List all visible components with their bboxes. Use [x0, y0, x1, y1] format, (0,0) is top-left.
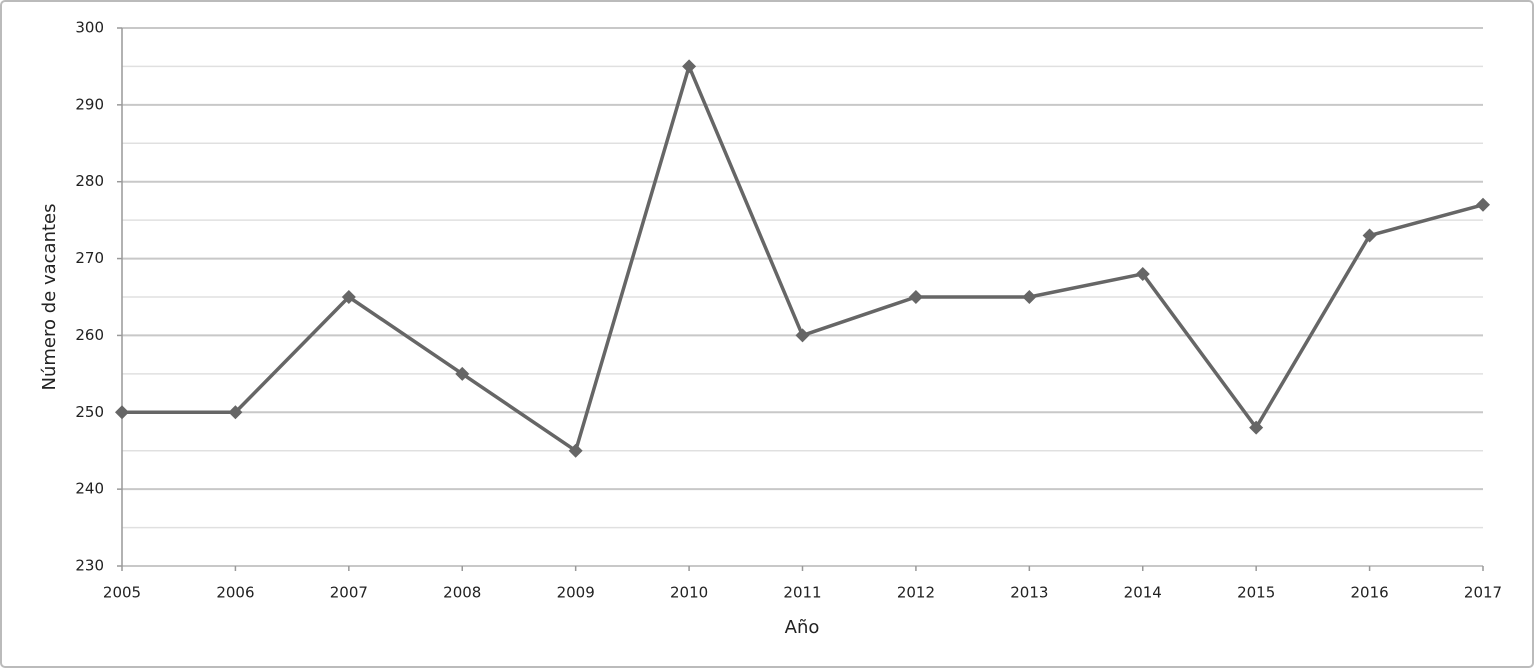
x-tick-label: 2015 — [1237, 584, 1275, 602]
y-tick-label: 230 — [75, 557, 104, 575]
y-tick-label: 260 — [75, 326, 104, 344]
data-point — [568, 443, 583, 458]
y-tick-label: 280 — [75, 172, 104, 190]
data-point — [341, 290, 356, 304]
y-axis-label: Número de vacantes — [39, 204, 60, 391]
data-point — [1476, 197, 1490, 212]
data-point — [1022, 290, 1037, 304]
data-point — [682, 59, 697, 74]
x-tick-label: 2017 — [1464, 584, 1502, 602]
x-tick-label: 2012 — [897, 584, 935, 602]
data-point — [115, 405, 129, 420]
x-tick-label: 2006 — [216, 584, 254, 602]
x-tick-label: 2010 — [670, 584, 708, 602]
data-point — [455, 366, 470, 381]
data-point — [1362, 228, 1377, 243]
x-axis-label: Año — [785, 617, 820, 638]
x-tick-label: 2011 — [783, 584, 821, 602]
y-tick-label: 270 — [75, 249, 104, 267]
x-tick-label: 2007 — [330, 584, 368, 602]
y-tick-label: 250 — [75, 403, 104, 421]
x-tick-label: 2013 — [1010, 584, 1048, 602]
y-tick-label: 290 — [75, 95, 104, 113]
data-point — [228, 405, 243, 420]
x-tick-label: 2008 — [443, 584, 481, 602]
data-point — [1249, 420, 1264, 435]
data-point — [1135, 266, 1150, 281]
x-tick-label: 2009 — [557, 584, 595, 602]
x-tick-label: 2005 — [103, 584, 141, 602]
y-tick-label: 300 — [75, 19, 104, 37]
data-point — [908, 290, 923, 304]
y-tick-label: 240 — [75, 480, 104, 498]
data-point — [795, 328, 810, 343]
x-tick-label: 2016 — [1350, 584, 1388, 602]
x-tick-label: 2014 — [1124, 584, 1162, 602]
